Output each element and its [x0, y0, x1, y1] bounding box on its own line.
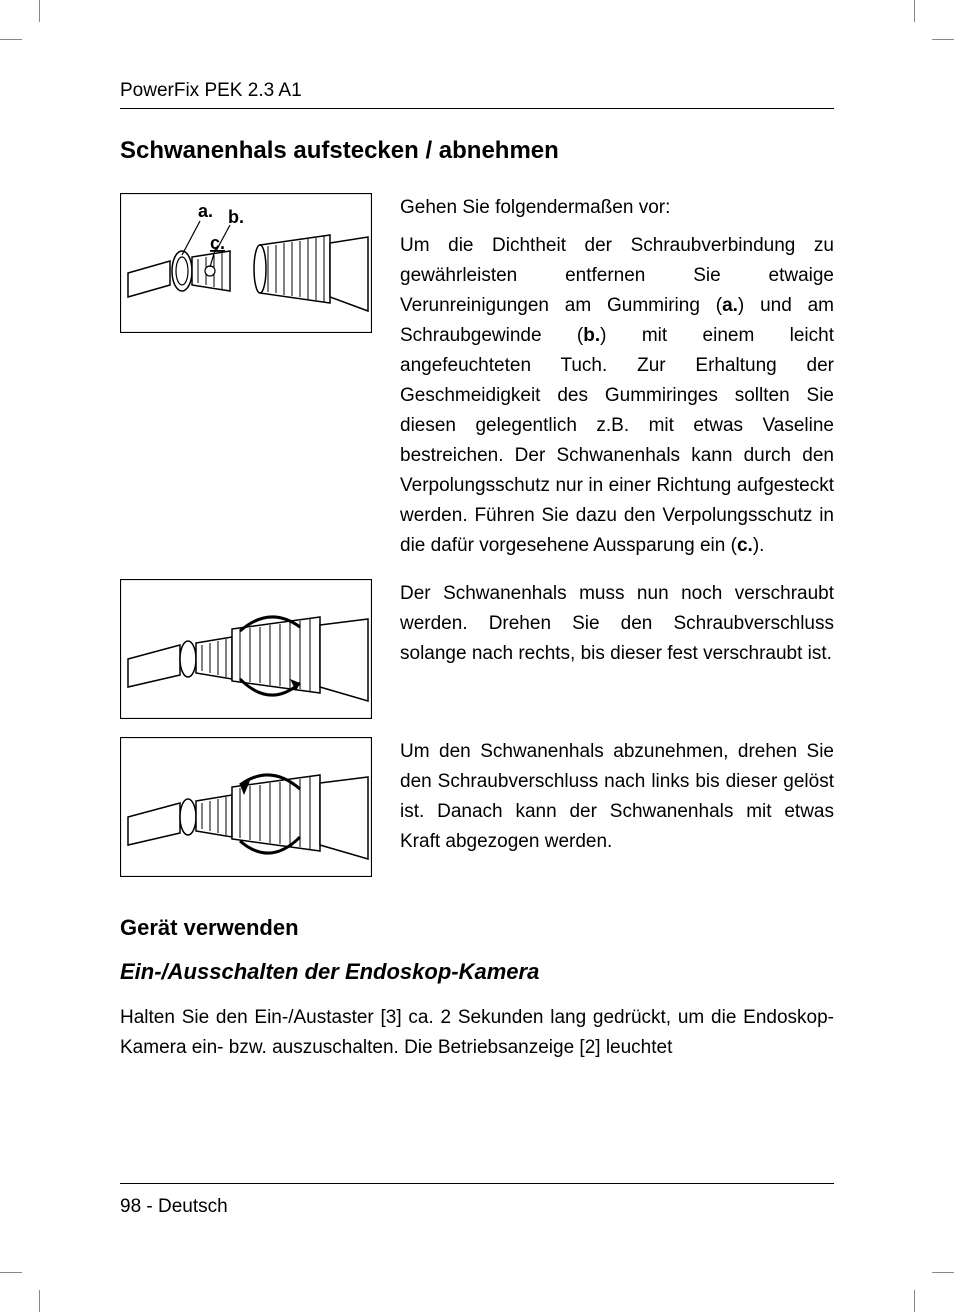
page-content: PowerFix PEK 2.3 A1 Schwanenhals aufstec… [120, 80, 834, 1063]
step-row-3: Um den Schwanenhals abzunehmen, drehen S… [120, 737, 834, 877]
crop-mark [932, 39, 954, 40]
section-heading-2: Gerät verwenden [120, 915, 834, 941]
step-intro: Gehen Sie folgendermaßen vor: [400, 193, 834, 223]
figure-screw-right [120, 579, 372, 719]
bold-ref-c: c. [737, 535, 753, 556]
figure-connector-labeled: a. b. c. [120, 193, 372, 333]
page-footer: 98 - Deutsch [120, 1183, 834, 1218]
step-text-3: Um den Schwanenhals abzunehmen, drehen S… [400, 737, 834, 865]
step-body: Um die Dichtheit der Schraubverbindung z… [400, 231, 834, 561]
figure-screw-left [120, 737, 372, 877]
step-body: Um den Schwanenhals abzunehmen, drehen S… [400, 737, 834, 857]
step-row-2: Der Schwanenhals muss nun noch verschrau… [120, 579, 834, 719]
crop-mark [0, 1272, 22, 1273]
figure-label-a: a. [198, 201, 213, 221]
step-row-1: a. b. c. Gehen Sie folgendermaßen vor: U… [120, 193, 834, 561]
crop-mark [0, 39, 22, 40]
figure-label-c: c. [210, 233, 225, 253]
bold-ref-a: a. [722, 295, 738, 316]
step-text-2: Der Schwanenhals muss nun noch verschrau… [400, 579, 834, 677]
crop-mark [914, 0, 915, 22]
step-text-1: Gehen Sie folgendermaßen vor: Um die Dic… [400, 193, 834, 561]
crop-mark [39, 1290, 40, 1312]
bold-ref-b: b. [583, 325, 600, 346]
text-span: ). [753, 535, 765, 556]
section-heading: Schwanenhals aufstecken / abnehmen [120, 137, 834, 165]
page-header: PowerFix PEK 2.3 A1 [120, 80, 834, 109]
body-paragraph: Halten Sie den Ein-/Austaster [3] ca. 2 … [120, 1003, 834, 1063]
figure-label-b: b. [228, 207, 244, 227]
step-body: Der Schwanenhals muss nun noch verschrau… [400, 579, 834, 669]
text-span: ) mit einem leicht angefeuchteten Tuch. … [400, 325, 834, 556]
section-subheading: Ein-/Ausschalten der Endoskop-Kamera [120, 959, 834, 985]
crop-mark [914, 1290, 915, 1312]
crop-mark [932, 1272, 954, 1273]
crop-mark [39, 0, 40, 22]
